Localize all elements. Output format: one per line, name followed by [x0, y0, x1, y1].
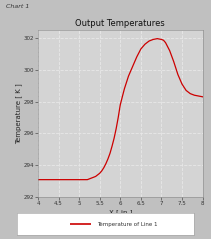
Title: Output Temperatures: Output Temperatures [75, 19, 165, 28]
X-axis label: X [ in ]: X [ in ] [108, 209, 132, 216]
Text: Temperature of Line 1: Temperature of Line 1 [97, 222, 157, 227]
Y-axis label: Temperature [ K ]: Temperature [ K ] [15, 83, 22, 144]
Text: Chart 1: Chart 1 [6, 4, 30, 9]
